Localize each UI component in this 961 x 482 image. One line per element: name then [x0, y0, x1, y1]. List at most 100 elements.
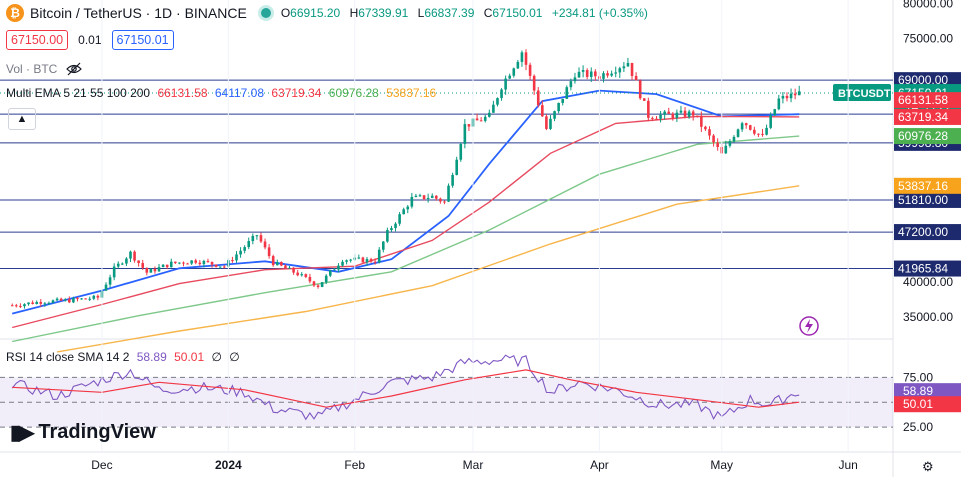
candle-body	[23, 304, 26, 307]
candle-body	[243, 247, 246, 251]
candle-body	[96, 295, 100, 298]
candle-body	[467, 124, 471, 127]
x-tick-label: 2024	[215, 458, 242, 472]
rsi-tag-label: 58.89	[903, 384, 933, 398]
candle-body	[35, 301, 38, 304]
candle-body	[671, 113, 675, 118]
candle-body	[618, 68, 622, 73]
ema200-value: 53837.16	[386, 86, 437, 100]
candle-body	[361, 257, 365, 263]
candle-body	[585, 70, 589, 77]
candle-body	[577, 71, 581, 78]
candle-body	[324, 275, 328, 283]
level-tag-bg	[894, 260, 961, 277]
candle-body	[459, 143, 463, 160]
rsi-extra1: ∅	[211, 350, 222, 364]
buy-button[interactable]: 67150.01	[111, 30, 174, 50]
rsi-extra2: ∅	[229, 350, 240, 364]
candle-body	[161, 264, 165, 268]
candle-body	[153, 268, 157, 272]
candle-body	[691, 111, 695, 116]
candle-body	[622, 66, 626, 69]
candle-body	[659, 114, 662, 119]
ema-price-tag-label: 66131.58	[898, 93, 948, 107]
candle-body	[642, 98, 646, 101]
candle-body	[594, 71, 597, 77]
price-change: +234.81 (+0.35%)	[551, 6, 648, 20]
candle-body	[418, 195, 422, 197]
candle-body	[296, 272, 299, 276]
candle-body	[451, 174, 454, 186]
candle-body	[357, 257, 361, 259]
candle-body	[785, 95, 789, 99]
rsi-tag-bg	[894, 383, 961, 400]
candle-body	[475, 118, 479, 121]
candle-body	[675, 112, 679, 118]
candle-body	[426, 197, 430, 200]
y-tick-label: 80000.00	[903, 0, 953, 10]
ema-legend[interactable]: Multi EMA 5 21 55 100 200 66131.58 64117…	[6, 86, 440, 100]
candle-body	[512, 68, 516, 76]
candle-body	[610, 73, 613, 76]
ema-line-ema200	[56, 185, 800, 353]
candle-body	[377, 249, 381, 263]
settings-gear-icon[interactable]: ⚙	[922, 459, 934, 474]
candle-body	[133, 251, 136, 261]
candle-body	[186, 263, 189, 265]
candle-body	[435, 195, 438, 199]
candle-body	[68, 299, 71, 303]
candle-body	[614, 72, 618, 74]
candle-body	[500, 89, 503, 99]
candle-body	[638, 80, 642, 99]
sell-button[interactable]: 67150.00	[6, 30, 69, 50]
candle-body	[789, 93, 793, 99]
candle-body	[793, 93, 797, 96]
rsi-legend[interactable]: RSI 14 close SMA 14 2 58.89 50.01 ∅ ∅	[6, 350, 244, 364]
candle-body	[267, 247, 271, 257]
candle-body	[304, 274, 308, 277]
candle-body	[394, 223, 397, 229]
symbol-title[interactable]: Bitcoin / TetherUS · 1D · BINANCE	[30, 5, 247, 21]
candle-body	[194, 260, 198, 263]
level-tag-label: 41965.84	[898, 262, 948, 276]
candle-body	[190, 260, 193, 264]
candle-body	[308, 276, 312, 282]
rsi-label: RSI 14 close SMA 14 2	[6, 350, 130, 364]
symbol-badge-label: BTCUSDT	[838, 88, 891, 100]
candle-body	[145, 267, 149, 273]
candle-body	[606, 73, 609, 76]
candle-body	[712, 135, 715, 143]
candle-body	[125, 258, 128, 264]
collapse-legend-button[interactable]: ▲	[8, 108, 36, 130]
rsi-line	[11, 354, 800, 421]
eye-off-icon[interactable]	[65, 62, 83, 76]
rsi-level-label: 25.00	[903, 420, 933, 434]
candle-body	[695, 115, 699, 117]
candle-body	[255, 235, 259, 237]
candle-body	[700, 115, 703, 127]
symbol-badge-bg	[833, 84, 891, 102]
rsi-level-label: 75.00	[903, 370, 933, 384]
rsi-sma-line	[12, 369, 800, 408]
lightning-icon[interactable]	[799, 316, 819, 336]
symbol-header: ₿ Bitcoin / TetherUS · 1D · BINANCE O669…	[0, 0, 654, 26]
candle-body	[55, 298, 59, 301]
candle-body	[769, 115, 772, 128]
candle-body	[744, 123, 748, 126]
candle-body	[206, 260, 210, 262]
trade-panel: 67150.00 0.01 67150.01	[6, 30, 174, 50]
candle-body	[178, 262, 181, 264]
candle-body	[112, 266, 116, 278]
ema-price-tag-bg	[894, 128, 961, 145]
ohlc-values: O66915.20 H67339.91 L66837.39 C67150.01 …	[280, 6, 648, 20]
candle-body	[390, 228, 393, 231]
candle-body	[263, 241, 267, 248]
candle-body	[320, 282, 324, 287]
ema-price-tag-label: 53837.16	[898, 179, 948, 193]
candle-body	[504, 78, 507, 90]
candle-body	[165, 264, 169, 268]
candle-body	[345, 260, 348, 262]
candle-body	[573, 77, 577, 82]
